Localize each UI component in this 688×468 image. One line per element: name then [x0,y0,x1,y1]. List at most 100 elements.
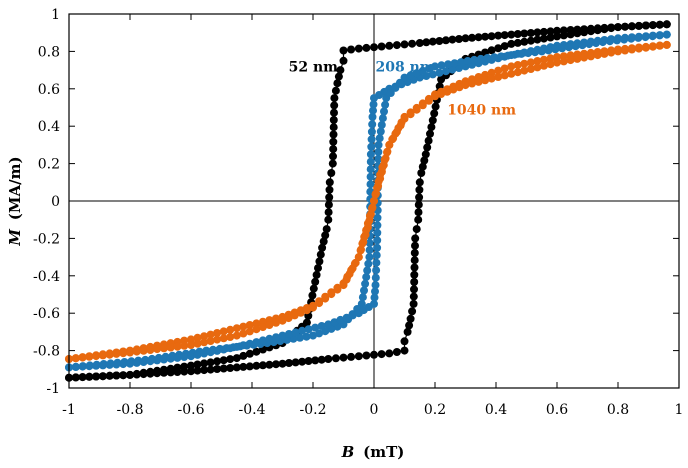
data-point [455,83,464,92]
data-point [309,284,318,293]
series-label: 1040 nm [447,102,516,118]
data-point [424,64,433,73]
data-point [374,177,383,186]
data-point [400,40,409,49]
data-point [258,336,267,345]
data-point [410,256,419,265]
data-point [526,58,535,67]
data-point [372,251,381,260]
y-tick-label: -0.4 [33,269,60,285]
data-point [421,150,430,159]
data-point [428,70,437,79]
data-point [284,314,293,323]
data-point [219,364,228,373]
data-point [634,33,643,42]
data-point [415,178,424,187]
data-point [213,357,222,366]
data-point [331,86,340,95]
data-point [291,358,300,367]
data-point [395,78,404,87]
data-point [126,370,134,379]
data-point [370,43,378,52]
data-point [546,54,555,63]
y-tick-label: 0.8 [38,44,60,60]
ticks-layer: -1 -0.8 -0.6 -0.4 -0.2 0 0.2 0.4 0.6 0.8 1 -1 -0.8 -0… [33,7,683,418]
data-point [187,335,195,344]
data-point [444,60,453,69]
data-point [159,344,168,353]
data-point [78,373,87,382]
data-point [265,321,274,329]
data-point [330,318,339,327]
data-point [476,54,485,63]
data-point [373,243,382,252]
data-point [662,30,671,39]
data-point [311,356,320,365]
data-point [329,152,337,161]
data-point [374,147,383,156]
data-point [385,349,394,358]
data-point [324,200,333,209]
data-point [354,352,363,361]
data-point [374,154,383,163]
data-point [153,345,162,354]
data-point [546,33,555,42]
data-point [333,79,342,88]
data-point [392,127,401,136]
data-point [272,318,280,327]
data-point [213,365,222,373]
y-tick-label: 1 [51,7,60,23]
data-point [526,29,535,37]
data-point [415,193,424,202]
data-point [252,338,261,347]
data-point [336,66,345,75]
data-point [559,57,568,66]
data-point [627,22,636,31]
series-label: 52 nm [289,59,339,75]
x-tick-label: 0.8 [607,402,629,418]
data-point [363,219,372,228]
data-point [180,367,189,376]
data-point [507,69,516,78]
data-point [329,145,338,154]
data-point [363,266,372,275]
data-point [298,326,307,335]
data-point [360,286,368,295]
data-point [627,45,636,54]
data-point [487,46,496,55]
data-point [245,327,254,336]
data-point [600,49,609,58]
data-point [354,253,363,262]
data-point [331,354,340,363]
data-point [428,116,437,125]
data-point [193,339,202,348]
data-point [362,43,371,52]
data-point [368,120,377,129]
data-point [316,250,325,259]
x-tick-label: 0.6 [546,402,568,418]
data-point [318,243,327,252]
data-point [474,77,483,86]
data-point [296,308,305,317]
data-point [98,361,107,370]
data-point [366,172,375,181]
data-point [85,362,94,371]
data-point [441,67,450,76]
data-point [373,213,382,222]
data-point [356,246,365,255]
y-tick-label: -0.2 [33,231,60,247]
data-point [385,140,394,149]
data-point [252,361,261,370]
data-point [389,134,398,143]
data-point [411,234,420,243]
data-point [435,37,444,45]
data-point [85,352,94,361]
data-point [461,81,470,90]
data-point [510,50,519,59]
data-point [290,311,299,320]
data-point [291,328,300,337]
data-point [265,334,274,343]
data-point [507,62,516,71]
data-point [513,30,522,38]
series-208-nm [65,30,671,372]
